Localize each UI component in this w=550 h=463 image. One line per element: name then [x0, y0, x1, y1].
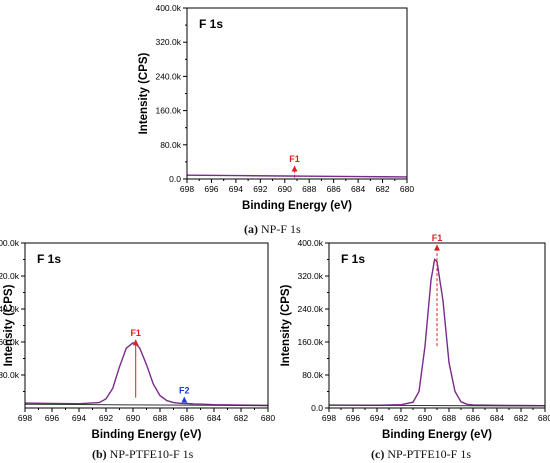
- panel-label-c: F 1s: [341, 252, 365, 266]
- y-tick-label-a-5: 400.0k: [155, 3, 181, 13]
- caption-a-tag: (a): [244, 222, 258, 236]
- x-tick-label-c-682: 682: [514, 413, 528, 423]
- x-tick-label-b-682: 682: [234, 413, 248, 423]
- x-tick-label-b-688: 688: [153, 413, 167, 423]
- x-tick-label-c-694: 694: [370, 413, 384, 423]
- y-tick-label-a-2: 160.0k: [155, 106, 181, 116]
- series-line-c-0: [328, 258, 546, 407]
- caption-a: (a) NP-F 1s: [244, 222, 301, 237]
- x-tick-label-c-696: 696: [346, 413, 360, 423]
- x-tick-label-a-684: 684: [351, 184, 365, 194]
- y-tick-label-c-0: 0.0: [311, 403, 323, 413]
- annotation-label-a-0: F1: [289, 154, 300, 164]
- y-tick-label-c-2: 160.0k: [297, 337, 323, 347]
- x-tick-label-a-692: 692: [253, 184, 267, 194]
- annotation-label-b-0: F1: [130, 328, 141, 338]
- caption-c: (c) NP-PTFE10-F 1s: [371, 447, 471, 462]
- chart-panel-a: F1 698 696 694 692 690 688 686 684 682 680 0.0 80.0k…: [138, 3, 414, 212]
- y-tick-label-b-4: 400.0k: [0, 238, 20, 248]
- caption-b-text: NP-PTFE10-F 1s: [109, 447, 194, 461]
- y-tick-label-a-1: 80.0k: [160, 140, 182, 150]
- series-line-a-0: [186, 174, 408, 178]
- chart-panel-b: F1 F2 698 696 694 692 690 688 686 684 682 680 80.0k 1…: [0, 238, 275, 441]
- annotation-label-b-1: F2: [179, 385, 190, 395]
- x-tick-label-b-696: 696: [45, 413, 59, 423]
- plot-frame-b: [24, 242, 269, 409]
- y-tick-label-b-2: 240.0k: [0, 304, 20, 314]
- x-tick-label-a-696: 696: [204, 184, 218, 194]
- x-tick-label-a-680: 680: [400, 184, 414, 194]
- caption-c-text: NP-PTFE10-F 1s: [387, 447, 472, 461]
- x-tick-label-c-692: 692: [394, 413, 408, 423]
- y-tick-label-c-5: 400.0k: [297, 238, 323, 248]
- series-line-b-0: [24, 342, 269, 406]
- caption-b: (b) NP-PTFE10-F 1s: [92, 447, 193, 462]
- x-tick-label-b-680: 680: [261, 413, 275, 423]
- y-tick-label-a-0: 0.0: [169, 174, 181, 184]
- y-tick-label-c-4: 320.0k: [297, 271, 323, 281]
- y-axis-title-b: Intensity (CPS): [3, 284, 15, 366]
- x-tick-label-b-694: 694: [72, 413, 86, 423]
- chart-panel-c: F1 698 696 694 692 690 688 686 684 682 680 0.0 80.0k…: [280, 233, 550, 441]
- y-tick-label-b-3: 320.0k: [0, 271, 20, 281]
- series-line-b-1: [24, 403, 269, 407]
- x-axis-title-a: Binding Energy (eV): [242, 200, 352, 212]
- x-tick-label-c-698: 698: [322, 413, 336, 423]
- x-tick-label-c-684: 684: [490, 413, 504, 423]
- y-tick-label-b-0: 80.0k: [0, 370, 20, 380]
- y-tick-label-c-1: 80.0k: [302, 370, 324, 380]
- x-tick-label-a-690: 690: [278, 184, 292, 194]
- caption-a-text: NP-F 1s: [261, 222, 301, 236]
- x-tick-label-b-684: 684: [207, 413, 221, 423]
- series-line-c-1: [328, 404, 545, 407]
- x-tick-label-b-686: 686: [180, 413, 194, 423]
- x-tick-label-b-698: 698: [18, 413, 32, 423]
- y-axis-title-a: Intensity (CPS): [138, 52, 150, 134]
- x-tick-label-b-692: 692: [99, 413, 113, 423]
- annotation-label-c-0: F1: [432, 233, 443, 243]
- caption-b-tag: (b): [92, 447, 107, 461]
- y-tick-label-a-3: 240.0k: [155, 71, 181, 81]
- panel-label-b: F 1s: [37, 252, 61, 266]
- x-axis-title-b: Binding Energy (eV): [92, 429, 202, 441]
- x-tick-label-c-690: 690: [418, 413, 432, 423]
- x-tick-label-b-690: 690: [126, 413, 140, 423]
- x-tick-label-a-688: 688: [302, 184, 316, 194]
- x-tick-label-c-680: 680: [538, 413, 550, 423]
- x-tick-label-a-682: 682: [375, 184, 389, 194]
- y-axis-title-c: Intensity (CPS): [280, 284, 292, 366]
- y-tick-label-c-3: 240.0k: [297, 304, 323, 314]
- y-tick-label-a-4: 320.0k: [155, 37, 181, 47]
- x-tick-label-a-694: 694: [229, 184, 243, 194]
- caption-c-tag: (c): [371, 447, 385, 461]
- x-tick-label-c-688: 688: [442, 413, 456, 423]
- x-tick-label-c-686: 686: [466, 413, 480, 423]
- y-tick-label-b-1: 160.0k: [0, 337, 20, 347]
- panel-label-a: F 1s: [199, 17, 223, 31]
- x-tick-label-a-698: 698: [180, 184, 194, 194]
- x-axis-title-c: Binding Energy (eV): [382, 429, 492, 441]
- x-tick-label-a-686: 686: [327, 184, 341, 194]
